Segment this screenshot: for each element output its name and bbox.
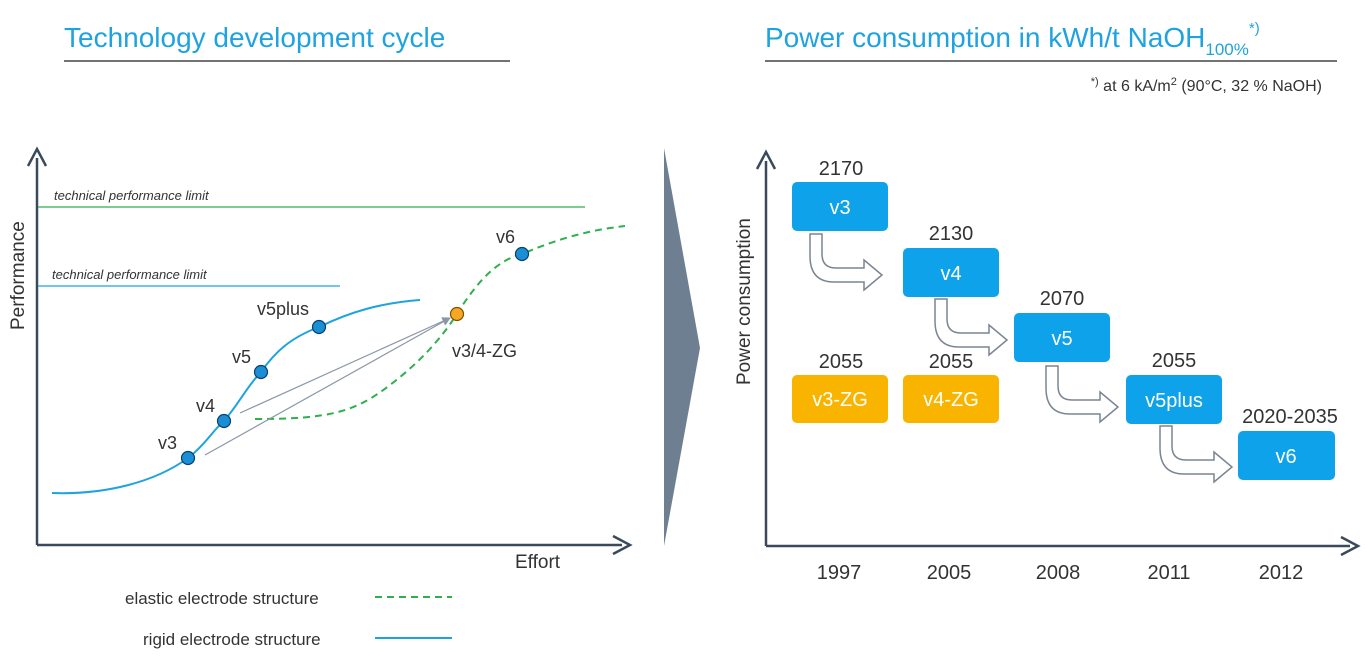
point-v3: v3 xyxy=(158,433,196,466)
box-v3zg-rect xyxy=(792,375,888,423)
separator-chevron xyxy=(664,148,700,546)
footnote-exp: 2 xyxy=(1171,76,1177,88)
box-v5plus-value: 2055 xyxy=(1152,350,1197,372)
box-v5-value: 2070 xyxy=(1040,288,1085,310)
left-y-axis-arrowhead xyxy=(26,146,48,167)
rigid-curve xyxy=(51,299,421,495)
step-arrow-4 xyxy=(1159,425,1234,484)
point-v5-label: v5 xyxy=(232,347,251,367)
year-2012: 2012 xyxy=(1259,562,1304,584)
point-v5plus: v5plus xyxy=(257,299,327,335)
legend-elastic-label: elastic electrode structure xyxy=(125,589,319,608)
point-v5-marker xyxy=(253,364,269,380)
year-2008: 2008 xyxy=(1036,562,1081,584)
box-v5plus-rect xyxy=(1126,375,1222,424)
year-2011: 2011 xyxy=(1147,562,1190,584)
point-v6: v6 xyxy=(496,227,530,262)
box-v4zg-label: v4-ZG xyxy=(923,389,979,411)
point-v5plus-label: v5plus xyxy=(257,299,309,319)
box-v5-rect xyxy=(1014,313,1110,362)
point-v4-label: v4 xyxy=(196,396,215,416)
box-v4zg: 2055 v4-ZG xyxy=(903,351,999,423)
box-v4zg-value: 2055 xyxy=(929,351,974,373)
box-v3-value: 2170 xyxy=(819,158,864,180)
box-v4-value: 2130 xyxy=(929,223,974,245)
step-arrow-3 xyxy=(1045,365,1120,424)
box-v3zg-value: 2055 xyxy=(819,351,864,373)
point-v4: v4 xyxy=(196,396,232,429)
box-v4zg-rect xyxy=(903,375,999,423)
box-v5-label: v5 xyxy=(1051,328,1072,350)
box-v5plus-label: v5plus xyxy=(1145,390,1203,412)
right-x-axis-arrowhead xyxy=(1340,535,1361,557)
box-v3: 2170 v3 xyxy=(792,158,888,231)
limit-label-upper: technical performance limit xyxy=(54,188,210,203)
point-v3-marker xyxy=(180,450,196,466)
right-title: Power consumption in kWh/t NaOH100%*) xyxy=(765,20,1260,59)
box-v6-rect xyxy=(1238,431,1335,480)
right-y-axis-label: Power consumption xyxy=(734,218,755,385)
point-v34zg: v3/4-ZG xyxy=(449,306,517,361)
right-y-axis-arrowhead xyxy=(755,149,777,170)
point-v6-label: v6 xyxy=(496,227,515,247)
box-v5plus: 2055 v5plus xyxy=(1126,350,1222,424)
step-arrow-1 xyxy=(809,233,884,292)
box-v3zg-label: v3-ZG xyxy=(812,389,868,411)
box-v6-value: 2020-2035 xyxy=(1242,406,1338,428)
year-2005: 2005 xyxy=(927,562,972,584)
right-title-subscript: 100% xyxy=(1205,40,1248,59)
step-arrow-2 xyxy=(934,298,1009,357)
box-v3-label: v3 xyxy=(829,197,850,219)
limit-label-lower: technical performance limit xyxy=(52,267,208,282)
box-v6-label: v6 xyxy=(1275,446,1296,468)
footnote-rest: (90°C, 32 % NaOH) xyxy=(1177,78,1322,95)
left-y-axis-label: Performance xyxy=(8,221,29,330)
point-v5: v5 xyxy=(232,347,269,380)
arrow-v3-to-zg xyxy=(204,317,451,456)
right-title-superscript: *) xyxy=(1249,20,1260,37)
point-v34zg-marker xyxy=(449,306,465,322)
box-v5: 2070 v5 xyxy=(1014,288,1110,362)
point-v5plus-marker xyxy=(311,319,327,335)
year-1997: 1997 xyxy=(817,562,862,584)
footnote-mark: *) xyxy=(1091,76,1099,88)
box-v4-rect xyxy=(903,248,999,297)
point-v3-label: v3 xyxy=(158,433,177,453)
legend-rigid-label: rigid electrode structure xyxy=(143,630,321,649)
box-v3-rect xyxy=(792,182,888,231)
point-v6-marker xyxy=(514,246,530,262)
arrow-v4-to-zg xyxy=(239,317,451,414)
box-v3zg: 2055 v3-ZG xyxy=(792,351,888,423)
box-v4-label: v4 xyxy=(940,263,961,285)
left-title: Technology development cycle xyxy=(64,22,445,53)
right-title-main: Power consumption in kWh/t NaOH xyxy=(765,22,1205,53)
left-x-axis-arrowhead xyxy=(612,534,633,556)
point-v4-marker xyxy=(216,413,232,429)
right-footnote: *) at 6 kA/m2 (90°C, 32 % NaOH) xyxy=(1091,76,1322,95)
box-v4: 2130 v4 xyxy=(903,223,999,297)
footnote-text: at 6 kA/m xyxy=(1099,78,1171,95)
left-x-axis-label: Effort xyxy=(515,552,561,573)
point-v34zg-label: v3/4-ZG xyxy=(452,341,517,361)
box-v6: 2020-2035 v6 xyxy=(1238,406,1338,480)
